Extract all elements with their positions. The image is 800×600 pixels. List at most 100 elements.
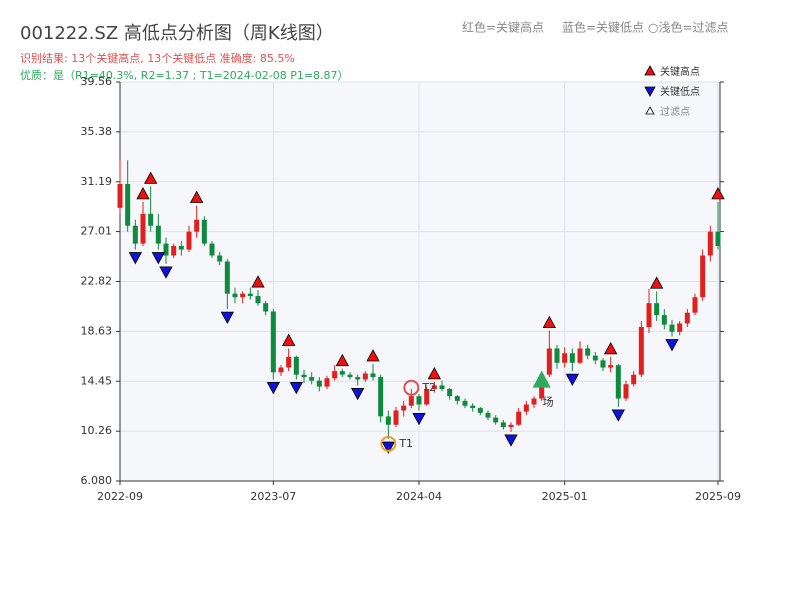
candle-body bbox=[531, 398, 537, 405]
candle-body bbox=[516, 411, 522, 425]
candle-body bbox=[171, 245, 177, 256]
y-tick-label: 39.56 bbox=[81, 75, 113, 88]
candle-body bbox=[416, 396, 422, 405]
legend-swatch bbox=[645, 106, 655, 115]
key-high-marker bbox=[281, 333, 296, 346]
candle-body bbox=[646, 303, 652, 328]
candle-body bbox=[247, 293, 253, 297]
candle-body bbox=[661, 315, 667, 325]
candle-body bbox=[715, 231, 721, 246]
candle-body bbox=[332, 371, 338, 379]
candle-body bbox=[684, 312, 690, 324]
candle-body bbox=[209, 243, 215, 256]
candle-body bbox=[477, 408, 483, 413]
candle-body bbox=[232, 293, 238, 298]
candle-body bbox=[355, 377, 361, 380]
key-high-marker bbox=[251, 275, 265, 288]
key-high-marker bbox=[189, 190, 204, 203]
candle-body bbox=[462, 400, 468, 406]
candle-body bbox=[347, 374, 353, 378]
chart-title: 001222.SZ 高低点分析图（周K线图） bbox=[20, 23, 334, 44]
key-low-marker bbox=[412, 413, 426, 426]
y-tick-label: 6.080 bbox=[81, 474, 113, 487]
key-low-marker bbox=[350, 388, 365, 401]
candle-body bbox=[654, 303, 660, 316]
candle-body bbox=[470, 405, 476, 409]
quality: 优质：是（R1=40.3%, R2=1.37 ; T1=2024-02-08 P… bbox=[20, 69, 349, 82]
candle-body bbox=[117, 184, 123, 208]
candle-body bbox=[240, 293, 246, 298]
legend-label: 过滤点 bbox=[660, 105, 690, 118]
key-low-marker bbox=[289, 382, 304, 395]
key-high-marker bbox=[335, 353, 350, 367]
candle-body bbox=[700, 255, 706, 298]
candle-body bbox=[623, 384, 629, 399]
key-low-marker bbox=[611, 409, 626, 422]
candle-body bbox=[401, 405, 407, 411]
candle-body bbox=[186, 231, 192, 250]
candle-body bbox=[569, 353, 575, 363]
legend: 关键高点 关键低点 过滤点 bbox=[644, 65, 700, 118]
candle-body bbox=[608, 365, 614, 368]
candle-body bbox=[293, 356, 299, 375]
legend-label: 关键高点 bbox=[660, 65, 700, 78]
key-high-marker bbox=[603, 341, 618, 355]
key-low-marker bbox=[266, 382, 281, 395]
key-high-marker bbox=[427, 367, 442, 380]
x-tick-label: 2023-07 bbox=[250, 490, 296, 503]
annotation-marker bbox=[380, 435, 397, 452]
candle-body bbox=[125, 184, 131, 226]
key-low-marker bbox=[128, 252, 143, 265]
y-tick-label: 27.01 bbox=[81, 225, 113, 238]
top-legend: 红色=关键高点 bbox=[462, 20, 544, 35]
legend-swatch bbox=[644, 65, 656, 76]
candle-body bbox=[263, 303, 269, 312]
key-high-marker bbox=[711, 187, 725, 200]
candle-body bbox=[362, 373, 368, 380]
candle-body bbox=[669, 324, 675, 332]
candle-body bbox=[600, 360, 606, 368]
y-tick-label: 10.26 bbox=[81, 424, 113, 437]
candle-body bbox=[408, 396, 414, 406]
candle-body bbox=[163, 243, 169, 256]
x-tick-label: 2025-01 bbox=[542, 490, 588, 503]
candle-body bbox=[148, 213, 154, 226]
y-tick-label: 31.19 bbox=[81, 175, 113, 188]
key-high-marker bbox=[143, 171, 158, 184]
key-high-marker bbox=[136, 187, 150, 200]
candle-body bbox=[692, 297, 698, 313]
key-low-marker bbox=[151, 252, 166, 265]
x-tick-label: 2025-09 bbox=[695, 490, 741, 503]
candle-body bbox=[447, 388, 453, 397]
candle-body bbox=[370, 373, 376, 378]
candle-body bbox=[677, 323, 683, 332]
annotation-label: T1 bbox=[398, 437, 413, 450]
x-tick-label: 2024-04 bbox=[396, 490, 442, 503]
y-tick-label: 35.38 bbox=[81, 125, 113, 138]
candle-body bbox=[178, 245, 184, 250]
key-low-marker bbox=[159, 266, 173, 279]
candle-body bbox=[554, 348, 560, 363]
candle-body bbox=[339, 371, 345, 375]
key-low-marker bbox=[220, 311, 235, 324]
annotation-marker bbox=[403, 379, 420, 396]
candle-body bbox=[431, 385, 437, 389]
candle-body bbox=[301, 374, 307, 378]
candle-body bbox=[631, 374, 637, 385]
candle-body bbox=[500, 422, 506, 428]
candle-body bbox=[393, 410, 399, 425]
annotation-label: T2 bbox=[421, 381, 436, 394]
x-tick-label: 2022-09 bbox=[97, 490, 143, 503]
annotation-marker bbox=[532, 370, 551, 388]
key-low-marker bbox=[665, 339, 679, 352]
candle-body bbox=[217, 255, 223, 262]
y-tick-label: 14.45 bbox=[81, 374, 113, 387]
annotation-label: 场 bbox=[543, 395, 554, 409]
y-tick-label: 18.63 bbox=[81, 324, 113, 337]
candle-body bbox=[324, 378, 330, 387]
legend-swatch bbox=[644, 86, 656, 97]
candle-body bbox=[615, 365, 621, 399]
candle-body bbox=[224, 261, 230, 294]
top-legend: 蓝色=关键低点 bbox=[562, 21, 644, 35]
